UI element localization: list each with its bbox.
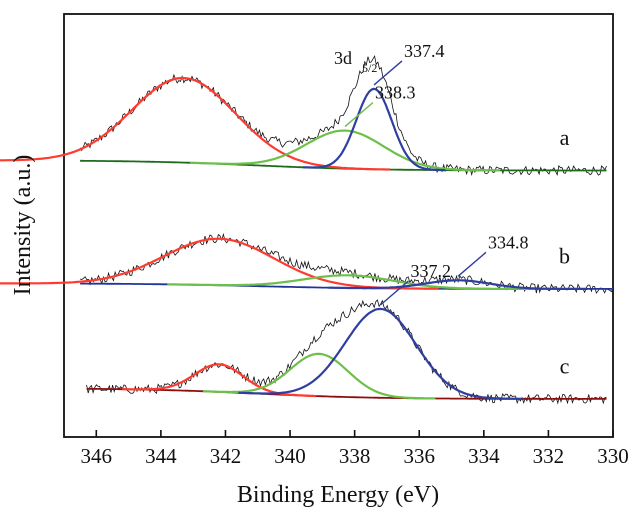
fit-peak-b-2	[167, 274, 529, 290]
x-tick-label-346: 346	[81, 444, 113, 468]
x-ticks: 346 344 342 340 338 336 334 332 330	[81, 430, 629, 468]
traces-layer: a b c	[0, 54, 614, 405]
raw-spectrum-a	[79, 54, 607, 177]
orbital-main: 3d	[334, 48, 352, 68]
peak-pointer-337.4	[373, 60, 403, 86]
x-tick-label-342: 342	[210, 444, 242, 468]
fit-peak-c-1	[122, 363, 316, 398]
peak-label-337.4: 337.4	[404, 41, 445, 61]
trace-label-a: a	[560, 125, 570, 150]
peak-label-338.3: 338.3	[375, 83, 416, 103]
fit-peak-a-3	[303, 87, 446, 172]
x-tick-label-344: 344	[145, 444, 177, 468]
x-axis-title: Binding Energy (eV)	[237, 482, 439, 508]
x-tick-label-334: 334	[468, 444, 500, 468]
fit-peak-c-3	[238, 307, 523, 400]
background-c	[86, 387, 607, 400]
x-tick-label-332: 332	[533, 444, 565, 468]
fit-peak-a-2	[189, 129, 500, 172]
fit-peak-b-3	[328, 279, 588, 290]
background-a	[80, 159, 607, 172]
x-tick-label-330: 330	[597, 444, 629, 468]
trace-label-b: b	[559, 244, 570, 269]
plot-frame	[63, 13, 614, 438]
x-tick-label-340: 340	[274, 444, 306, 468]
peak-pointer-337.2	[380, 280, 409, 306]
x-tick-label-336: 336	[403, 444, 435, 468]
peak-pointer-334.8	[457, 251, 487, 277]
orbital-subscript: 5/2	[362, 61, 377, 75]
peak-pointer-338.3	[344, 102, 374, 128]
fit-peak-a-1	[0, 76, 391, 171]
fit-peak-c-2	[202, 352, 436, 400]
trace-c: c	[86, 299, 607, 405]
raw-spectrum-c	[86, 299, 607, 405]
trace-a: a	[0, 54, 607, 177]
annotations: 338.3 337.4 334.8 337.2	[344, 41, 529, 306]
y-axis-title: Intensity (a.u.)	[10, 155, 36, 296]
orbital-label: 3d 5/2	[334, 48, 377, 75]
peak-label-334.8: 334.8	[488, 232, 529, 252]
fit-peak-b-1	[0, 237, 439, 290]
x-tick-label-338: 338	[339, 444, 371, 468]
trace-b: b	[0, 232, 614, 294]
peak-label-337.2: 337.2	[410, 261, 451, 281]
trace-label-c: c	[560, 354, 570, 379]
